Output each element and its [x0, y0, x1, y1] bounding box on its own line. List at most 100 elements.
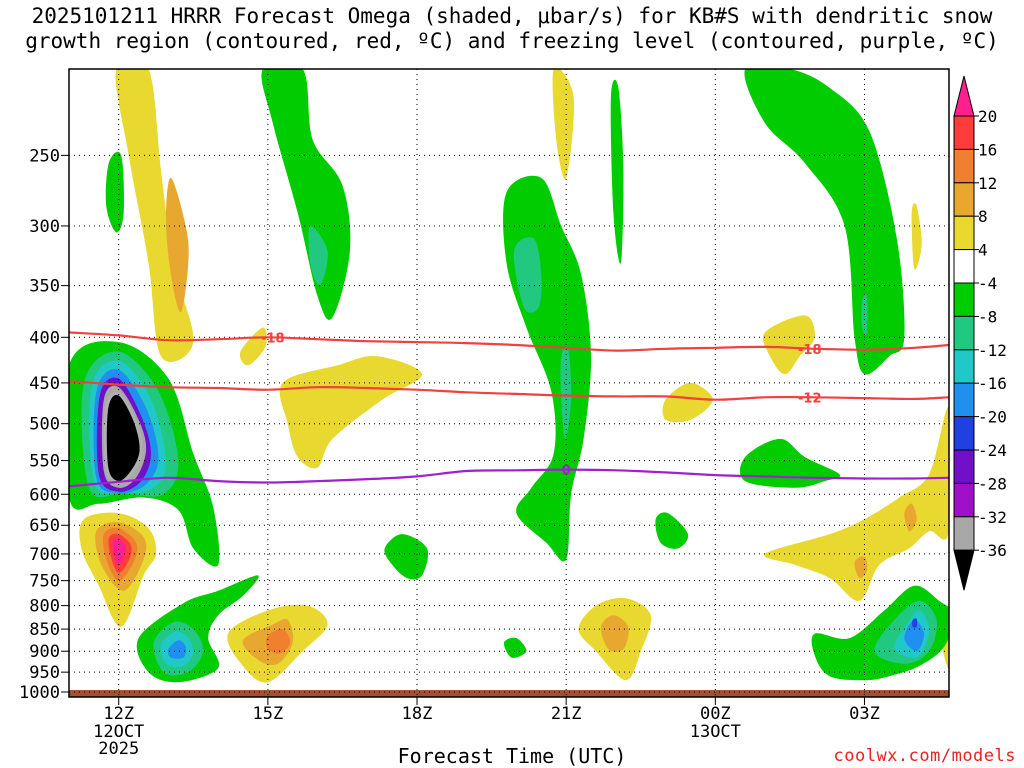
omega-region-neg4: [503, 637, 527, 658]
omega-region-neg4: [105, 151, 124, 233]
omega-region-8: [165, 177, 189, 313]
colorbar-swatch: [953, 349, 975, 384]
colorbar-label: 4: [978, 241, 988, 260]
y-axis-ticks: 2503003504004505005506006507007508008509…: [19, 146, 69, 703]
x-tick-sublabel: 12OCT: [93, 722, 144, 742]
omega-region-4: [764, 407, 949, 601]
omega-region-neg8: [513, 237, 542, 313]
x-tick-label: 12Z: [103, 704, 134, 724]
colorbar-swatch: [953, 115, 975, 150]
omega-region-neg8: [308, 225, 328, 286]
x-tick-label: 00Z: [700, 704, 731, 724]
y-tick-label: 500: [29, 415, 60, 435]
colorbar-swatch: [953, 249, 975, 284]
y-tick-label: 1000: [19, 683, 60, 703]
omega-region-neg8: [560, 347, 572, 439]
x-axis-label: Forecast Time (UTC): [397, 744, 627, 768]
colorbar-swatch: [953, 482, 975, 518]
colorbar-swatch: [953, 148, 975, 184]
contour-dendritic-1: [69, 380, 949, 401]
colorbar-top-arrow: [953, 75, 975, 117]
credit-link[interactable]: coolwx.com/models: [833, 746, 1016, 766]
omega-region-neg16: [167, 640, 187, 659]
omega-region-4: [911, 203, 922, 270]
temperature-contours: -18 -18 -12 0: [69, 331, 949, 488]
chart-title: 2025101211 HRRR Forecast Omega (shaded, …: [25, 4, 999, 53]
colorbar-label: -28: [978, 474, 1007, 493]
colorbar-swatch: [953, 516, 975, 551]
contour-label-dendritic: -18: [261, 331, 285, 346]
omega-region-neg4: [261, 69, 351, 320]
y-tick-label: 300: [29, 217, 60, 237]
colorbar-swatch: [953, 315, 975, 351]
colorbar-label: -4: [978, 274, 997, 293]
omega-region-4: [662, 382, 713, 423]
x-tick-sublabel: 2025: [98, 739, 139, 759]
colorbar-swatch: [953, 449, 975, 484]
colorbar-label: -20: [978, 408, 1007, 427]
omega-region-4: [279, 355, 423, 469]
y-tick-label: 250: [29, 146, 60, 166]
omega-region-12: [266, 628, 291, 654]
colorbar-label: -16: [978, 374, 1007, 393]
contour-freezing-level-2: [69, 468, 949, 488]
omega-region-neg20: [912, 618, 918, 628]
y-tick-label: 350: [29, 277, 60, 297]
omega-region-8: [600, 615, 629, 652]
colorbar-swatch: [953, 416, 975, 451]
x-tick-label: 15Z: [253, 704, 284, 724]
omega-region-neg4: [610, 79, 624, 264]
colorbar-label: -36: [978, 541, 1007, 560]
colorbar-label: -24: [978, 441, 1007, 460]
colorbar-swatch: [953, 215, 975, 251]
omega-region-8: [854, 556, 868, 579]
colorbar-label: -12: [978, 341, 1007, 360]
colorbar-label: 12: [978, 174, 997, 193]
colorbar-label: 8: [978, 207, 988, 226]
omega-region-20: [112, 537, 127, 566]
colorbar-label: -8: [978, 307, 997, 326]
omega-region-neg4: [655, 512, 689, 549]
omega-region-neg4: [384, 534, 429, 580]
x-tick-label: 21Z: [551, 704, 582, 724]
contour-label-freezing-level: 0: [562, 464, 571, 479]
y-tick-label: 900: [29, 642, 60, 662]
colorbar-bottom-arrow: [953, 549, 975, 591]
omega-region-4: [762, 315, 815, 375]
x-tick-label: 03Z: [849, 704, 880, 724]
omega-region-neg4: [744, 69, 905, 375]
omega-region-4: [552, 69, 574, 180]
y-tick-label: 550: [29, 452, 60, 472]
colorbar-label: 20: [978, 107, 997, 126]
x-tick-label: 18Z: [402, 704, 433, 724]
contour-label-dendritic: -18: [798, 343, 822, 358]
omega-region-neg16: [904, 619, 925, 652]
colorbar-swatch: [953, 282, 975, 317]
colorbar-legend: 20 16 12 8 4 -4 -8 -12 -16 -20 -24 -28 -32 -36: [953, 75, 1007, 591]
y-tick-label: 650: [29, 516, 60, 536]
x-tick-sublabel: 13OCT: [690, 722, 741, 742]
y-tick-label: 800: [29, 597, 60, 617]
colorbar-label: 16: [978, 140, 997, 159]
contour-label-dendritic: -12: [798, 391, 822, 406]
y-tick-label: 700: [29, 545, 60, 565]
omega-region-neg4: [739, 438, 841, 488]
ground-band: [69, 690, 949, 697]
surface-band: [69, 690, 949, 697]
colorbar-label: -32: [978, 508, 1007, 527]
y-tick-label: 400: [29, 328, 60, 348]
colorbar-swatch: [953, 182, 975, 217]
omega-region-8: [904, 503, 917, 532]
omega-region-neg4: [503, 175, 592, 562]
colorbar-swatch: [953, 382, 975, 418]
grid-lines: [69, 69, 949, 697]
y-tick-label: 600: [29, 485, 60, 505]
y-tick-label: 850: [29, 620, 60, 640]
y-tick-label: 450: [29, 374, 60, 394]
omega-shading: [69, 69, 949, 683]
contour-dendritic-0: [69, 331, 949, 352]
y-tick-label: 950: [29, 663, 60, 683]
omega-core-ring: [103, 391, 143, 484]
